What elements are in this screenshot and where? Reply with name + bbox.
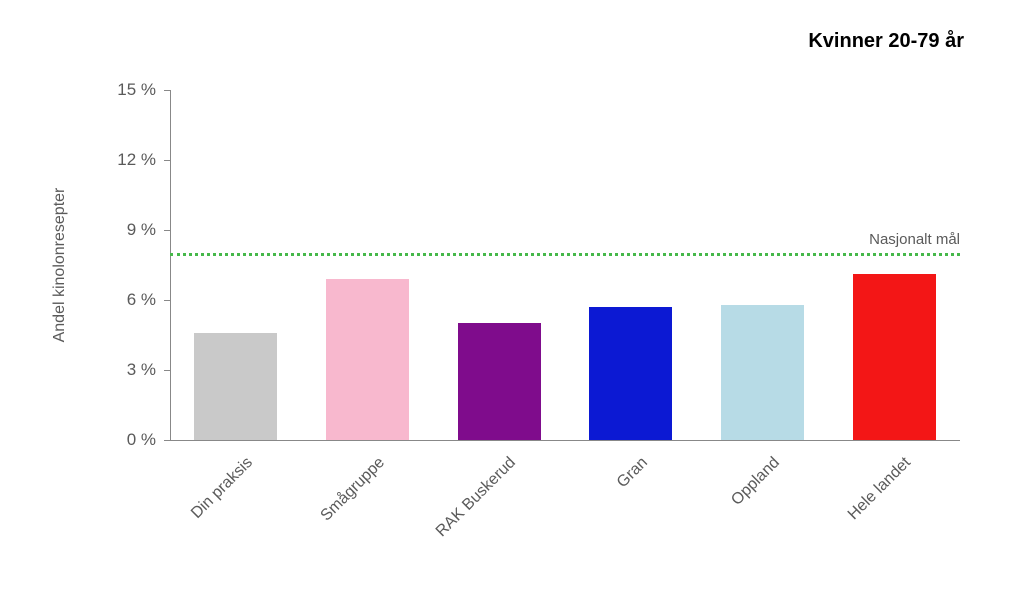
y-tick-mark [164, 370, 170, 371]
y-tick-label: 3 % [106, 360, 156, 380]
bar [589, 307, 672, 440]
reference-line [170, 253, 960, 256]
x-category-label: Oppland [672, 454, 784, 566]
y-tick-mark [164, 440, 170, 441]
x-category-label: Hele landet [803, 454, 915, 566]
reference-line-label: Nasjonalt mål [869, 231, 960, 248]
bar [326, 279, 409, 440]
bar-chart: Kvinner 20-79 år Andel kinolonresepter 0… [0, 0, 1024, 602]
y-tick-mark [164, 230, 170, 231]
x-category-label: RAK Buskerud [408, 454, 520, 566]
y-tick-label: 15 % [106, 80, 156, 100]
y-tick-label: 6 % [106, 290, 156, 310]
y-tick-label: 12 % [106, 150, 156, 170]
bar [853, 274, 936, 440]
x-category-label: Smågruppe [277, 454, 389, 566]
chart-title: Kvinner 20-79 år [808, 30, 964, 53]
x-category-label: Gran [540, 454, 652, 566]
x-axis-line [170, 440, 960, 441]
bar [194, 333, 277, 440]
plot-area [170, 90, 960, 440]
y-tick-label: 9 % [106, 220, 156, 240]
y-axis-title: Andel kinolonresepter [51, 188, 69, 343]
y-tick-mark [164, 160, 170, 161]
y-tick-label: 0 % [106, 430, 156, 450]
bar [721, 305, 804, 440]
y-tick-mark [164, 90, 170, 91]
bar [458, 323, 541, 440]
y-tick-mark [164, 300, 170, 301]
x-category-label: Din praksis [145, 454, 257, 566]
